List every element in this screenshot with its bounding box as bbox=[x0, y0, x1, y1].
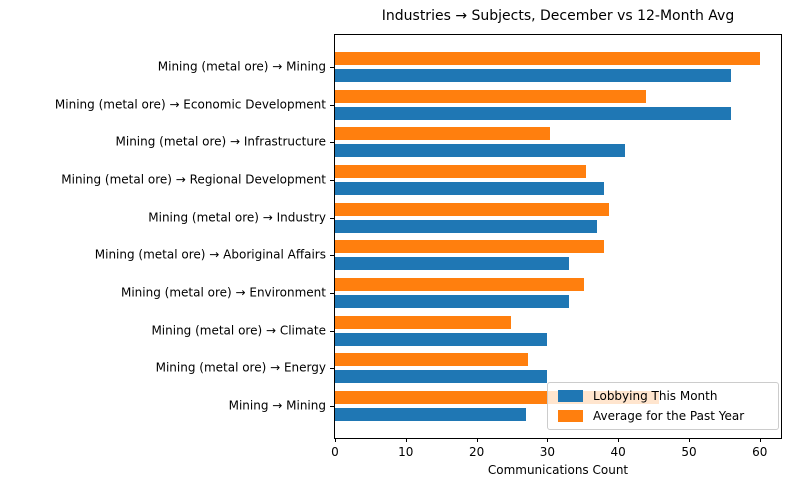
y-tick-mark bbox=[330, 330, 334, 332]
bar-past-year bbox=[335, 127, 550, 141]
y-tick-label: Mining (metal ore) → Energy bbox=[155, 360, 326, 375]
x-tick-label: 20 bbox=[468, 445, 485, 459]
y-tick-label: Mining → Mining bbox=[228, 398, 326, 413]
y-tick-label: Mining (metal ore) → Environment bbox=[120, 285, 326, 300]
y-tick-mark bbox=[330, 217, 334, 219]
x-tick-mark bbox=[618, 438, 620, 442]
legend-item-this-month: Lobbying This Month bbox=[558, 389, 768, 403]
bar-past-year bbox=[335, 240, 605, 254]
y-tick-label: Mining (metal ore) → Climate bbox=[151, 323, 326, 338]
y-tick-mark bbox=[330, 180, 334, 181]
y-tick-mark bbox=[330, 368, 334, 370]
bar-this-month bbox=[335, 182, 605, 195]
bar-past-year bbox=[335, 165, 586, 178]
x-tick-mark bbox=[476, 438, 478, 442]
bar-this-month bbox=[335, 295, 569, 308]
bar-this-month bbox=[335, 257, 569, 271]
legend-item-past-year: Average for the Past Year bbox=[558, 409, 768, 423]
bar-past-year bbox=[335, 353, 529, 367]
y-tick-mark bbox=[330, 104, 334, 106]
chart-title: Industries → Subjects, December vs 12-Mo… bbox=[381, 8, 735, 24]
x-tick-mark bbox=[335, 438, 336, 442]
legend-swatch-blue bbox=[558, 390, 583, 402]
x-axis-label: Communications Count bbox=[487, 463, 629, 477]
y-tick-mark bbox=[330, 67, 334, 68]
x-tick-label: 0 bbox=[331, 445, 339, 459]
x-tick-mark bbox=[688, 438, 690, 442]
legend-label-this-month: Lobbying This Month bbox=[593, 389, 718, 403]
bar-this-month bbox=[335, 370, 548, 384]
y-tick-label: Mining (metal ore) → Infrastructure bbox=[115, 134, 327, 149]
y-tick-label: Mining (metal ore) → Mining bbox=[157, 59, 326, 74]
x-tick-label: 10 bbox=[398, 445, 414, 459]
y-tick-mark bbox=[330, 293, 334, 294]
y-tick-label: Mining (metal ore) → Economic Developmen… bbox=[54, 97, 326, 112]
plot-area: Mining (metal ore) → Mining Mining (metal… bbox=[55, 34, 782, 477]
x-tick-mark bbox=[759, 438, 761, 442]
y-tick-mark bbox=[330, 255, 334, 257]
x-tick-mark bbox=[547, 438, 549, 442]
bar-past-year bbox=[335, 52, 760, 65]
x-tick-label: 50 bbox=[681, 445, 697, 459]
bar-past-year bbox=[335, 202, 609, 216]
y-tick-label: Mining (metal ore) → Regional Developmen… bbox=[61, 172, 326, 187]
bar-past-year bbox=[335, 315, 512, 329]
bar-this-month bbox=[335, 144, 626, 158]
y-tick-mark bbox=[330, 142, 334, 144]
x-tick-label: 30 bbox=[539, 445, 556, 459]
bar-past-year bbox=[335, 89, 647, 103]
x-tick-label: 60 bbox=[752, 445, 768, 459]
legend: Lobbying This Month Average for the Past… bbox=[547, 382, 779, 430]
y-tick-mark bbox=[330, 406, 334, 407]
legend-label-past-year: Average for the Past Year bbox=[593, 409, 745, 423]
bar-this-month bbox=[335, 219, 597, 233]
bar-this-month bbox=[335, 106, 732, 120]
x-tick-label: 40 bbox=[610, 445, 626, 459]
y-tick-label: Mining (metal ore) → Industry bbox=[148, 210, 326, 225]
legend-swatch-orange bbox=[558, 410, 583, 422]
bar-this-month bbox=[335, 408, 527, 421]
bar-past-year bbox=[335, 278, 585, 291]
x-tick-mark bbox=[405, 438, 407, 442]
bar-this-month bbox=[335, 69, 732, 82]
y-tick-label: Mining (metal ore) → Aboriginal Affairs bbox=[94, 247, 326, 262]
bar-this-month bbox=[335, 332, 548, 346]
